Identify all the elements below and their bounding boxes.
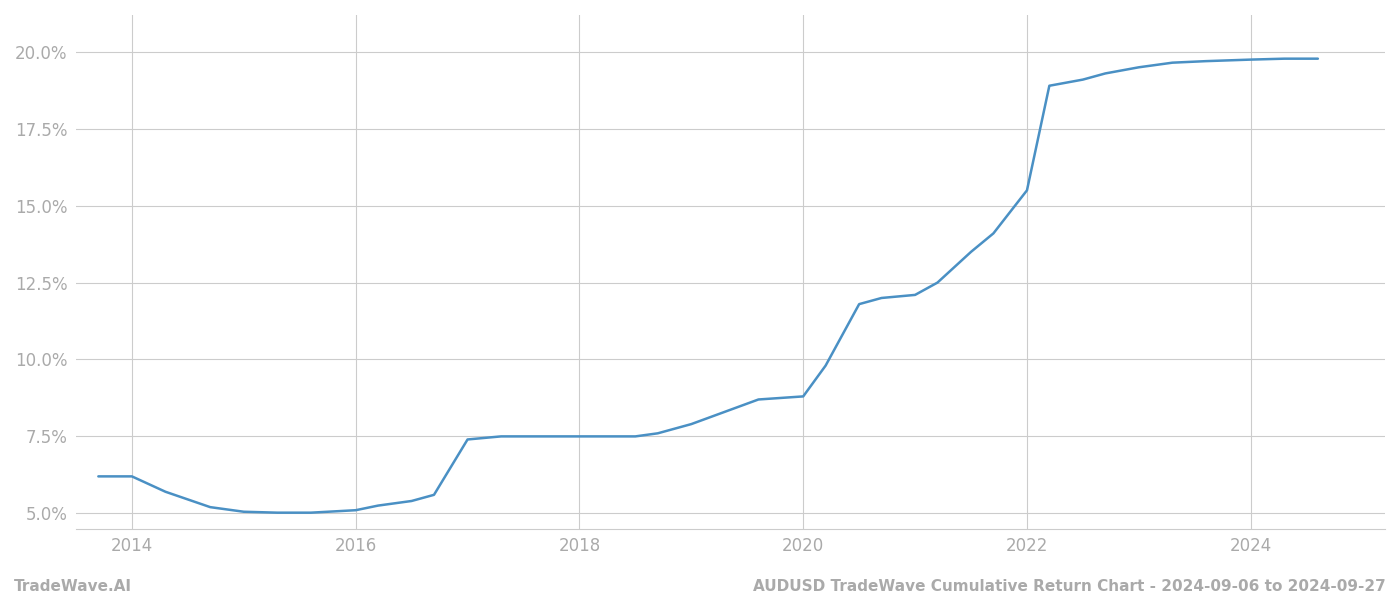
Text: AUDUSD TradeWave Cumulative Return Chart - 2024-09-06 to 2024-09-27: AUDUSD TradeWave Cumulative Return Chart…: [753, 579, 1386, 594]
Text: TradeWave.AI: TradeWave.AI: [14, 579, 132, 594]
